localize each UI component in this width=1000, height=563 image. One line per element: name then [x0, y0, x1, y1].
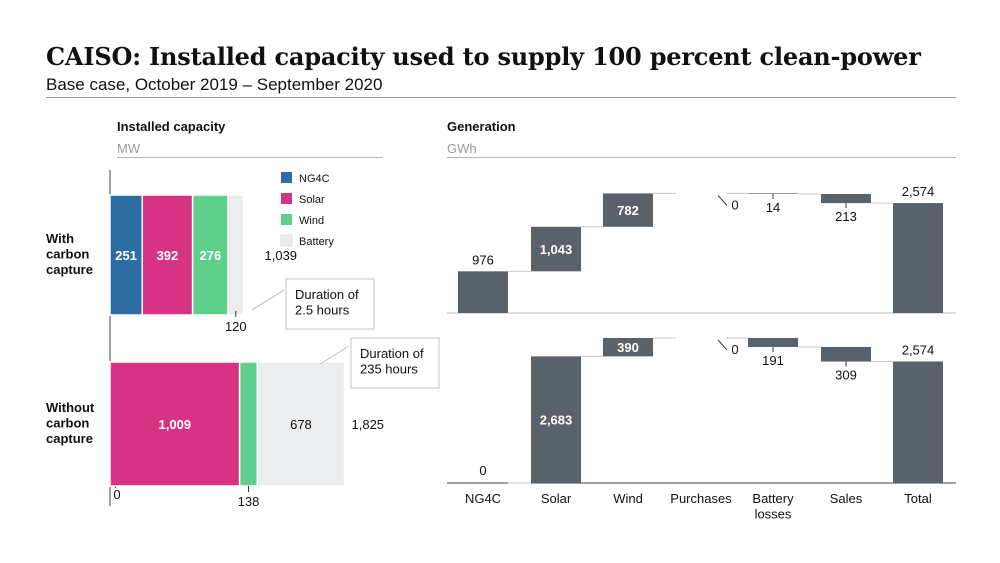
- legend-label-ng4c: NG4C: [299, 173, 330, 185]
- capacity-total-label: 1,039: [265, 248, 298, 263]
- generation-value-label: 2,683: [540, 413, 573, 428]
- legend-label-battery: Battery: [299, 236, 334, 248]
- generation-bar: [893, 203, 943, 313]
- generation-value-label: 0: [479, 463, 486, 478]
- generation-bar: [531, 226, 581, 272]
- generation-category-label: Solar: [541, 491, 572, 506]
- generation-category-label: Sales: [830, 491, 863, 506]
- capacity-category-label: With carbon capture: [46, 231, 93, 277]
- generation-value-label: 2,574: [902, 343, 935, 358]
- generation-value-label: 309: [835, 368, 857, 383]
- legend-label-wind: Wind: [299, 215, 324, 227]
- chart-title: CAISO: Installed capacity used to supply…: [46, 42, 921, 71]
- generation-bar: [821, 193, 871, 204]
- generation-value-label: 191: [762, 353, 784, 368]
- chart-subtitle: Base case, October 2019 – September 2020: [46, 75, 383, 94]
- generation-bar: [748, 193, 798, 194]
- capacity-bar-battery: [227, 194, 245, 316]
- generation-value-label: 2,574: [902, 184, 935, 199]
- generation-category-label: NG4C: [465, 491, 501, 506]
- annotation-text: Duration of 235 hours: [360, 346, 424, 377]
- generation-value-label: 782: [617, 203, 639, 218]
- generation-category-label: Purchases: [670, 491, 732, 506]
- capacity-value-label: 251: [115, 248, 137, 263]
- legend-swatch-wind: [281, 214, 292, 225]
- legend-swatch-solar: [281, 193, 292, 204]
- generation-panel-rule: [447, 157, 956, 158]
- generation-value-label: 14: [766, 200, 780, 215]
- annotation-leader-line: [319, 345, 350, 365]
- capacity-category-label: Without carbon capture: [46, 400, 95, 446]
- generation-value-label: 213: [835, 209, 857, 224]
- capacity-value-label: 678: [290, 417, 312, 432]
- legend-swatch-battery: [280, 234, 293, 247]
- generation-value-label: 976: [472, 252, 494, 267]
- generation-value-label: 390: [617, 340, 639, 355]
- generation-leader-line: [717, 339, 728, 351]
- annotation-leader-line: [251, 289, 285, 311]
- annotation-box: [285, 278, 375, 330]
- capacity-bar-solar: [141, 194, 194, 316]
- capacity-panel-rule: [117, 157, 383, 158]
- capacity-panel-title: Installed capacity: [117, 119, 226, 134]
- generation-value-label: 0: [731, 342, 738, 357]
- legend-label-solar: Solar: [299, 194, 325, 206]
- capacity-value-label: 138: [238, 494, 260, 509]
- capacity-bar-wind: [238, 361, 259, 487]
- capacity-bar-wind: [191, 194, 229, 316]
- capacity-value-label: 276: [200, 248, 222, 263]
- generation-category-label: Battery losses: [752, 491, 794, 522]
- capacity-total-label: 1,825: [352, 417, 385, 432]
- capacity-value-label: 392: [157, 248, 179, 263]
- generation-category-label: Wind: [613, 491, 643, 506]
- generation-value-label: 0: [731, 197, 738, 212]
- generation-panel-unit: GWh: [447, 141, 477, 156]
- annotation-text: Duration of 2.5 hours: [295, 287, 359, 318]
- generation-bar: [531, 356, 581, 483]
- capacity-value-label: 0: [113, 487, 120, 502]
- title-divider: [46, 97, 956, 98]
- generation-panel-title: Generation: [447, 119, 516, 134]
- capacity-bar-solar: [109, 361, 241, 487]
- annotation-box: [350, 337, 440, 389]
- capacity-panel-unit: MW: [117, 141, 141, 156]
- capacity-bar-ng4c: [109, 194, 144, 316]
- generation-bar: [893, 361, 943, 483]
- generation-leader-line: [717, 195, 728, 206]
- generation-value-label: 1,043: [540, 242, 573, 257]
- generation-bar: [603, 193, 653, 227]
- generation-bar: [458, 271, 508, 313]
- capacity-value-label: 1,009: [159, 417, 192, 432]
- generation-bar: [821, 346, 871, 362]
- generation-bar: [603, 337, 653, 357]
- generation-bar: [748, 337, 798, 347]
- legend-swatch-ng4c: [281, 172, 292, 183]
- capacity-value-label: 120: [225, 319, 247, 334]
- capacity-bar-battery: [256, 361, 346, 487]
- generation-category-label: Total: [904, 491, 932, 506]
